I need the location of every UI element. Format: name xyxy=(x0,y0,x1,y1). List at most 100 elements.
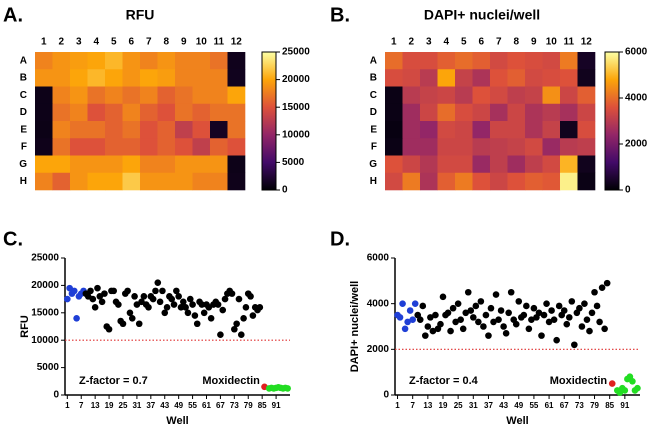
data-point xyxy=(64,295,71,303)
heatmap-cell xyxy=(175,172,193,191)
heatmap-cell xyxy=(472,121,491,139)
data-point xyxy=(591,288,598,296)
heatmap-cell xyxy=(490,69,508,87)
heatmap-cell xyxy=(577,86,596,105)
data-point xyxy=(560,307,568,314)
x-tick-label: 79 xyxy=(590,401,599,410)
data-point xyxy=(131,293,138,300)
heatmap-cell xyxy=(87,155,106,174)
data-point xyxy=(149,295,157,303)
data-point xyxy=(477,298,485,305)
heatmap-cell xyxy=(507,52,526,70)
data-point xyxy=(485,332,492,339)
heatmap-cell xyxy=(437,172,456,191)
panel-label: D. xyxy=(330,228,350,250)
row-label: D xyxy=(370,107,377,118)
heatmap-cell xyxy=(560,155,578,174)
colorbar-tick-label: 6000 xyxy=(625,47,648,58)
heatmap-cell xyxy=(577,155,596,174)
heatmap-cell xyxy=(560,172,578,191)
x-tick-label: 19 xyxy=(105,401,114,410)
heatmap-cell xyxy=(52,103,71,122)
data-point xyxy=(523,302,530,310)
heatmap-cell xyxy=(385,172,403,191)
data-point xyxy=(634,384,641,392)
heatmap-cell xyxy=(175,121,193,139)
heatmap-cell xyxy=(385,52,403,70)
heatmap-cell xyxy=(105,138,123,156)
heatmap-cell xyxy=(122,86,141,105)
column-label: 2 xyxy=(408,37,414,48)
heatmap-cell xyxy=(140,155,158,174)
data-point xyxy=(145,304,152,311)
x-tick-label: 61 xyxy=(202,401,211,410)
heatmap-cell xyxy=(35,52,53,70)
heatmap-cell xyxy=(437,138,456,156)
x-tick-label: 7 xyxy=(410,401,415,410)
heatmap-cell xyxy=(455,103,473,122)
heatmap-cell xyxy=(402,121,421,139)
data-point xyxy=(70,287,78,295)
heatmap-cell xyxy=(525,86,543,105)
data-point xyxy=(429,327,437,335)
data-point xyxy=(406,307,414,314)
heatmap-cell xyxy=(157,69,176,87)
heatmap-cell xyxy=(175,155,193,174)
data-point xyxy=(553,336,560,344)
heatmap-cell xyxy=(192,121,211,139)
heatmap-cell xyxy=(507,155,526,174)
y-axis-label: DAPI+ nuclei/well xyxy=(349,281,361,372)
data-point xyxy=(193,320,201,328)
heatmap-cell xyxy=(472,52,491,70)
column-label: 4 xyxy=(93,37,99,48)
heatmap-cell xyxy=(192,172,211,191)
y-tick-label: 20000 xyxy=(31,280,59,291)
data-point xyxy=(91,304,99,311)
heatmap-cell xyxy=(192,103,211,122)
data-point xyxy=(101,290,108,297)
data-point xyxy=(452,318,459,326)
data-point xyxy=(73,314,80,322)
column-label: 3 xyxy=(426,37,432,48)
heatmap-cell xyxy=(455,52,473,70)
data-point xyxy=(242,304,250,311)
heatmap-cell xyxy=(140,138,158,156)
column-label: 8 xyxy=(513,37,519,48)
row-label: F xyxy=(371,142,377,153)
data-point xyxy=(94,284,101,292)
data-point xyxy=(237,331,245,339)
heatmap-cell xyxy=(560,121,578,139)
x-tick-label: 13 xyxy=(91,401,100,410)
row-label: G xyxy=(19,159,27,170)
y-tick-label: 5000 xyxy=(37,362,60,373)
heatmap-cell xyxy=(420,121,438,139)
heatmap-cell xyxy=(577,52,596,70)
x-tick-label: 37 xyxy=(146,401,155,410)
data-point xyxy=(399,300,406,307)
data-point xyxy=(464,288,472,296)
heatmap-cell xyxy=(52,69,71,87)
heatmap-cell xyxy=(420,86,438,105)
data-point xyxy=(179,298,187,306)
data-point xyxy=(404,318,411,326)
heatmap-cell xyxy=(105,103,123,122)
x-tick-label: 43 xyxy=(160,401,169,410)
colorbar-tick-label: 25000 xyxy=(282,47,310,58)
data-point xyxy=(200,309,208,317)
heatmap-cell xyxy=(210,155,228,174)
heatmap-cell xyxy=(507,138,526,156)
data-point xyxy=(182,304,189,311)
heatmap-cell xyxy=(577,138,596,156)
data-point xyxy=(191,312,199,319)
data-point xyxy=(401,325,409,333)
column-label: 10 xyxy=(196,37,208,48)
data-point xyxy=(449,304,457,312)
heatmap-cell xyxy=(157,172,176,191)
x-tick-label: 91 xyxy=(620,401,629,410)
data-point xyxy=(525,325,533,333)
colorbar-tick-label: 10000 xyxy=(282,129,310,140)
x-tick-label: 25 xyxy=(119,401,128,410)
heatmap-cell xyxy=(210,69,228,87)
heatmap-cell xyxy=(140,103,158,122)
heatmap-cell xyxy=(542,172,561,191)
